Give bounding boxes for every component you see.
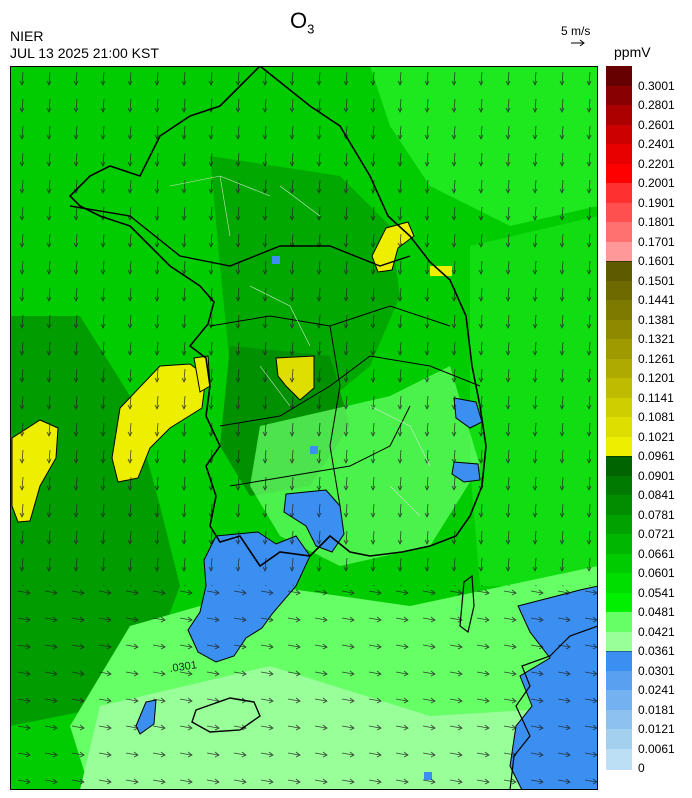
- legend-level-label: 0.0841: [638, 488, 675, 502]
- province-line-2: [219, 355, 481, 427]
- legend-color-band: [606, 222, 632, 243]
- legend-level-label: 0.2001: [638, 176, 675, 190]
- wind-vectors-land: [10, 66, 598, 586]
- legend-color-band: [606, 631, 632, 653]
- legend-color-band: [606, 339, 632, 360]
- legend-level-label: 0.0721: [638, 527, 675, 541]
- legend-color-band: [606, 592, 632, 614]
- legend-level-label: 0.3001: [638, 78, 675, 93]
- legend-color-band: [606, 573, 632, 594]
- legend-level-label: 0.0061: [638, 741, 675, 756]
- legend-level-label: 0.2801: [638, 98, 675, 112]
- legend-color-band: [606, 241, 632, 263]
- legend-level-label: 0.0301: [638, 663, 675, 678]
- legend-level-label: 0.2401: [638, 137, 675, 151]
- wind-reference-label: 5 m/s: [561, 24, 591, 38]
- legend-color-band: [606, 729, 632, 750]
- legend-group-separator: [606, 651, 632, 652]
- legend-color-band: [606, 748, 632, 770]
- legend-color-band: [606, 66, 632, 87]
- province-line-4: [329, 325, 341, 507]
- contour-label: .0301: [169, 659, 198, 675]
- dmz-border: [69, 205, 411, 267]
- legend-color-band: [606, 456, 632, 477]
- legend-level-label: 0.0541: [638, 585, 675, 600]
- district-lines: [169, 175, 431, 517]
- kyushu-coastline: [509, 625, 598, 790]
- legend-color-band: [606, 280, 632, 302]
- wind-reference-arrow-icon: [571, 39, 585, 47]
- legend-color-band: [606, 436, 632, 458]
- legend-group-separator: [606, 456, 632, 457]
- legend-level-label: 0.2601: [638, 117, 675, 132]
- ozone-map-canvas: .0301: [10, 66, 598, 790]
- legend-level-label: 0.1321: [638, 332, 675, 346]
- legend-level-label: 0.1801: [638, 215, 675, 229]
- legend-color-band: [606, 397, 632, 419]
- legend-unit: ppmV: [614, 44, 651, 60]
- forecast-datetime: JUL 13 2025 21:00 KST: [10, 45, 159, 61]
- legend-level-label: 0.0481: [638, 605, 675, 619]
- legend-level-label: 0.1901: [638, 195, 675, 210]
- tsushima-island: [459, 574, 475, 634]
- legend-color-band: [606, 670, 632, 692]
- legend-color-band: [606, 378, 632, 399]
- agency-label: NIER: [10, 28, 44, 44]
- legend-color-band: [606, 202, 632, 224]
- province-line-3: [229, 405, 411, 487]
- legend-color-band: [606, 651, 632, 672]
- legend-level-label: 0.1381: [638, 312, 675, 327]
- legend-color-band: [606, 85, 632, 107]
- legend-level-label: 0.1021: [638, 429, 675, 444]
- legend-level-label: 0.0361: [638, 644, 675, 658]
- legend-color-band: [606, 261, 632, 282]
- legend-level-label: 0.0241: [638, 683, 675, 697]
- legend-level-label: 0: [638, 761, 645, 775]
- legend-level-label: 0.0961: [638, 449, 675, 463]
- legend-level-label: 0.1261: [638, 351, 675, 366]
- legend-color-band: [606, 124, 632, 146]
- legend-color-band: [606, 358, 632, 380]
- jeju-island: [191, 697, 261, 733]
- wind-vectors-south: [10, 586, 598, 790]
- legend-level-label: 0.1441: [638, 293, 675, 307]
- legend-color-band: [606, 690, 632, 711]
- legend-color-band: [606, 144, 632, 165]
- legend-level-label: 0.0181: [638, 702, 675, 717]
- ozone-map: .0301: [10, 66, 598, 790]
- legend-color-band: [606, 553, 632, 575]
- legend-level-label: 0.0421: [638, 624, 675, 639]
- legend-level-label: 0.1601: [638, 254, 675, 268]
- legend-color-band: [606, 105, 632, 126]
- legend-group-separator: [606, 261, 632, 262]
- legend-color-band: [606, 183, 632, 204]
- color-legend: [606, 66, 632, 770]
- legend-level-label: 0.0661: [638, 546, 675, 561]
- legend-level-label: 0.1081: [638, 410, 675, 424]
- legend-level-label: 0.0601: [638, 566, 675, 580]
- legend-color-band: [606, 534, 632, 555]
- legend-color-band: [606, 163, 632, 185]
- legend-level-label: 0.0781: [638, 507, 675, 522]
- legend-color-band: [606, 319, 632, 341]
- legend-color-band: [606, 300, 632, 321]
- legend-color-band: [606, 709, 632, 731]
- legend-level-label: 0.1701: [638, 234, 675, 249]
- legend-level-label: 0.0121: [638, 722, 675, 736]
- map-frame: [10, 66, 598, 790]
- legend-color-band: [606, 612, 632, 633]
- title-subscript: 3: [307, 21, 315, 37]
- coastline-peninsula: [68, 66, 487, 568]
- legend-level-label: 0.0901: [638, 468, 675, 483]
- legend-level-label: 0.1501: [638, 273, 675, 288]
- legend-color-band: [606, 514, 632, 536]
- legend-level-label: 0.2201: [638, 156, 675, 171]
- map-title: O3: [290, 8, 314, 36]
- legend-color-band: [606, 417, 632, 438]
- legend-color-band: [606, 475, 632, 497]
- legend-level-label: 0.1201: [638, 371, 675, 385]
- legend-level-label: 0.1141: [638, 390, 674, 405]
- legend-color-band: [606, 495, 632, 516]
- title-species: O: [290, 8, 308, 33]
